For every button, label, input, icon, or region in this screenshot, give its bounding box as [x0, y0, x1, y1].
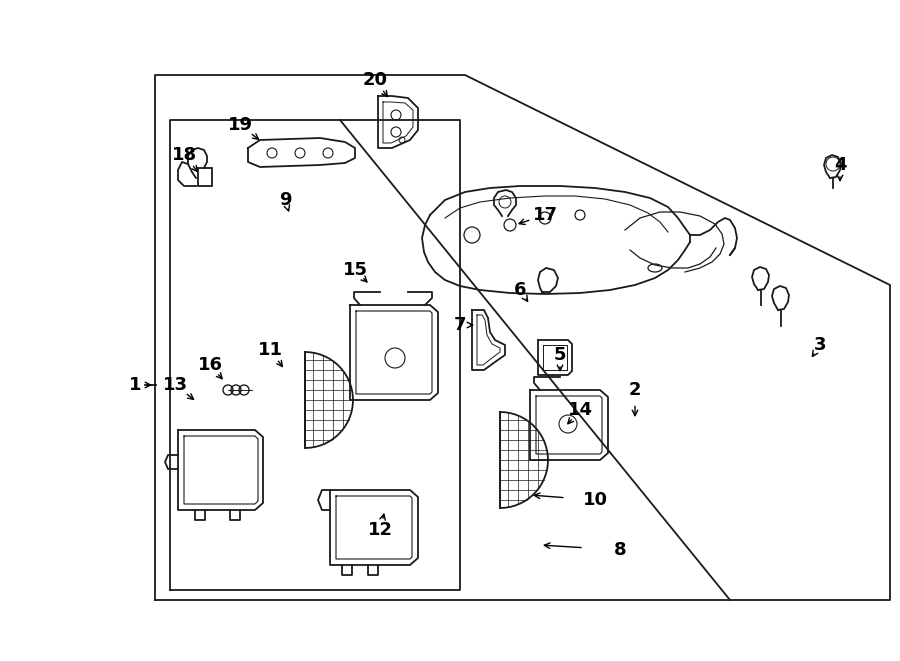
Text: 10: 10 — [582, 491, 608, 509]
Text: 17: 17 — [533, 206, 557, 224]
Text: 15: 15 — [343, 261, 367, 279]
Text: 1: 1 — [129, 376, 141, 394]
Text: 4: 4 — [833, 156, 846, 174]
Text: 5: 5 — [554, 346, 566, 364]
Bar — [198, 168, 212, 186]
Text: 19: 19 — [228, 116, 253, 134]
Text: 6: 6 — [514, 281, 526, 299]
Text: 2: 2 — [629, 381, 641, 399]
Text: 12: 12 — [367, 521, 392, 539]
Text: 18: 18 — [173, 146, 198, 164]
Text: 9: 9 — [279, 191, 292, 209]
Text: 3: 3 — [814, 336, 826, 354]
Text: 8: 8 — [614, 541, 626, 559]
Text: 20: 20 — [363, 71, 388, 89]
Text: 11: 11 — [257, 341, 283, 359]
Text: 7: 7 — [454, 316, 466, 334]
Text: 13: 13 — [163, 376, 187, 394]
Text: 14: 14 — [568, 401, 592, 419]
Text: 16: 16 — [197, 356, 222, 374]
